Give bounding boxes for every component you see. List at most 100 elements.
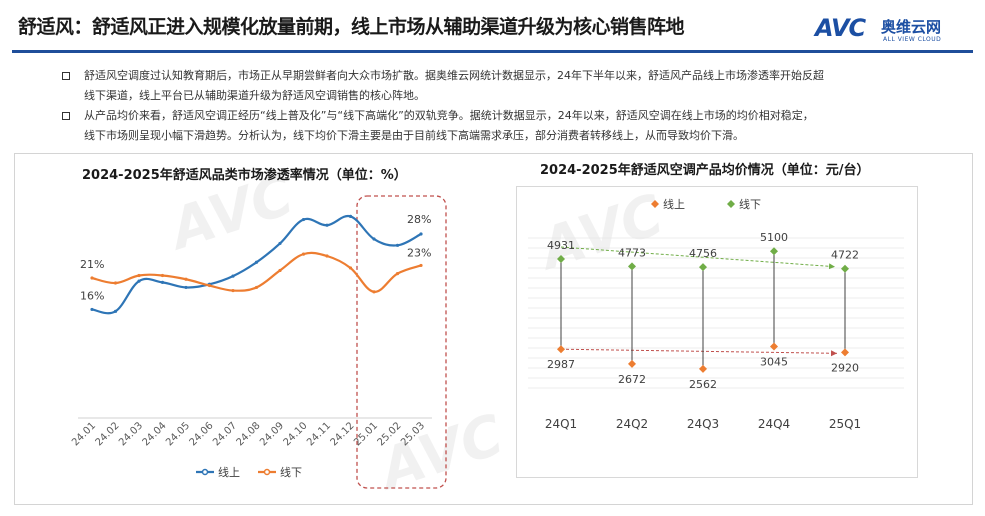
offline-point bbox=[557, 255, 565, 264]
avc-logo: AVC 奥维云网 ALL VIEW CLOUD bbox=[815, 14, 975, 48]
data-point bbox=[348, 214, 353, 218]
offline-point bbox=[841, 264, 849, 273]
x-tick-label: 24.05 bbox=[164, 420, 192, 448]
data-label: 23% bbox=[407, 246, 431, 259]
data-point bbox=[372, 290, 376, 294]
x-tick-label: 24.07 bbox=[211, 420, 239, 448]
bullet-line: 线下渠道，线上平台已从辅助渠道升级为舒适风空调销售的核心阵地。 bbox=[84, 89, 425, 102]
online-trend-arrow bbox=[560, 348, 838, 357]
series-line-online bbox=[91, 214, 422, 315]
x-tick-label: 24.01 bbox=[70, 420, 98, 448]
data-point bbox=[395, 243, 400, 247]
data-point bbox=[90, 307, 94, 312]
x-tick-label: 25.01 bbox=[352, 420, 380, 448]
x-tick-label: 25Q1 bbox=[829, 417, 861, 431]
x-tick-label: 24Q3 bbox=[687, 417, 719, 431]
data-label: 21% bbox=[80, 258, 104, 271]
offline-value-label: 4756 bbox=[689, 247, 717, 260]
data-point bbox=[113, 281, 118, 285]
legend-label: 线下 bbox=[280, 465, 302, 479]
square-bullet-icon bbox=[62, 72, 70, 80]
x-tick-label: 24Q2 bbox=[616, 417, 648, 431]
x-tick-label: 24Q1 bbox=[545, 417, 577, 431]
online-point bbox=[841, 348, 849, 357]
bullet-item: 舒适风空调度过认知教育期后，市场正从早期尝鲜者向大众市场扩散。据奥维云网统计数据… bbox=[62, 66, 922, 106]
price-chart-title: 2024-2025年舒适风空调产品均价情况（单位：元/台） bbox=[540, 163, 870, 178]
data-point bbox=[278, 268, 282, 273]
header-divider bbox=[12, 50, 973, 53]
data-point bbox=[254, 285, 259, 290]
bullet-item: 从产品均价来看，舒适风空调正经历“线上普及化”与“线下高端化”的双轨竞争。据统计… bbox=[62, 106, 922, 146]
offline-trend-arrow bbox=[560, 246, 836, 270]
highlight-box bbox=[356, 195, 447, 489]
x-tick-label: 25.02 bbox=[376, 420, 404, 448]
online-value-label: 2987 bbox=[547, 358, 575, 371]
data-point bbox=[395, 272, 400, 276]
bullet-line: 从产品均价来看，舒适风空调正经历“线上普及化”与“线下高端化”的双轨竞争。据统计… bbox=[84, 109, 814, 122]
offline-value-label: 4722 bbox=[831, 249, 859, 262]
offline-value-label: 5100 bbox=[760, 231, 788, 244]
data-point bbox=[184, 285, 188, 290]
online-value-label: 2920 bbox=[831, 361, 859, 374]
legend-label: 线上 bbox=[663, 197, 685, 211]
bullet-line: 舒适风空调度过认知教育期后，市场正从早期尝鲜者向大众市场扩散。据奥维云网统计数据… bbox=[84, 69, 824, 82]
online-point bbox=[699, 364, 707, 373]
offline-value-label: 4931 bbox=[547, 239, 575, 252]
x-tick-label: 24.12 bbox=[329, 420, 357, 448]
data-point bbox=[90, 276, 94, 280]
data-label: 16% bbox=[80, 289, 104, 302]
online-value-label: 2672 bbox=[618, 373, 646, 386]
x-tick-label: 24.08 bbox=[235, 420, 263, 448]
online-value-label: 2562 bbox=[689, 378, 717, 391]
data-point bbox=[254, 260, 259, 264]
bullet-list: 舒适风空调度过认知教育期后，市场正从早期尝鲜者向大众市场扩散。据奥维云网统计数据… bbox=[62, 66, 922, 146]
legend-label: 线下 bbox=[739, 197, 761, 211]
online-value-label: 3045 bbox=[760, 356, 788, 369]
x-tick-label: 24.10 bbox=[282, 420, 310, 448]
offline-point bbox=[699, 263, 707, 272]
data-point bbox=[301, 252, 306, 256]
data-point bbox=[325, 223, 329, 227]
x-tick-label: 25.03 bbox=[399, 420, 427, 448]
legend-marker bbox=[263, 468, 271, 476]
data-label: 28% bbox=[407, 213, 431, 226]
data-point bbox=[184, 277, 188, 281]
bullet-line: 线下市场则呈现小幅下滑趋势。分析认为，线下均价下滑主要是由于目前线下高端需求承压… bbox=[84, 129, 744, 142]
data-point bbox=[419, 263, 423, 268]
online-point bbox=[628, 359, 636, 368]
x-tick-label: 24.03 bbox=[117, 420, 145, 448]
legend-marker bbox=[727, 200, 735, 208]
x-tick-label: 24.06 bbox=[188, 420, 216, 448]
data-point bbox=[137, 279, 141, 283]
data-point bbox=[419, 232, 423, 236]
legend-label: 线上 bbox=[218, 465, 240, 479]
data-point bbox=[207, 283, 212, 288]
x-tick-label: 24.11 bbox=[305, 420, 333, 448]
data-point bbox=[160, 280, 165, 284]
legend-marker bbox=[201, 468, 209, 476]
online-point bbox=[770, 342, 778, 351]
data-point bbox=[113, 309, 118, 313]
square-bullet-icon bbox=[62, 112, 70, 120]
logo-en-text: ALL VIEW CLOUD bbox=[883, 36, 942, 43]
online-point bbox=[557, 345, 565, 354]
data-point bbox=[231, 274, 235, 278]
x-tick-label: 24.09 bbox=[258, 420, 286, 448]
logo-text: AVC bbox=[815, 14, 866, 42]
x-tick-label: 24.04 bbox=[141, 420, 169, 448]
logo-cn-text: 奥维云网 bbox=[881, 18, 942, 36]
data-point bbox=[325, 254, 329, 258]
chart-panel bbox=[14, 153, 973, 505]
data-point bbox=[348, 266, 353, 270]
price-chart-box bbox=[516, 186, 918, 478]
offline-point bbox=[628, 262, 636, 271]
offline-value-label: 4773 bbox=[618, 246, 646, 259]
x-tick-label: 24.02 bbox=[94, 420, 122, 448]
data-point bbox=[372, 237, 376, 241]
page-title: 舒适风：舒适风正进入规模化放量前期，线上市场从辅助渠道升级为核心销售阵地 bbox=[18, 16, 685, 38]
data-point bbox=[137, 273, 141, 278]
data-point bbox=[301, 217, 306, 222]
data-point bbox=[278, 241, 282, 246]
